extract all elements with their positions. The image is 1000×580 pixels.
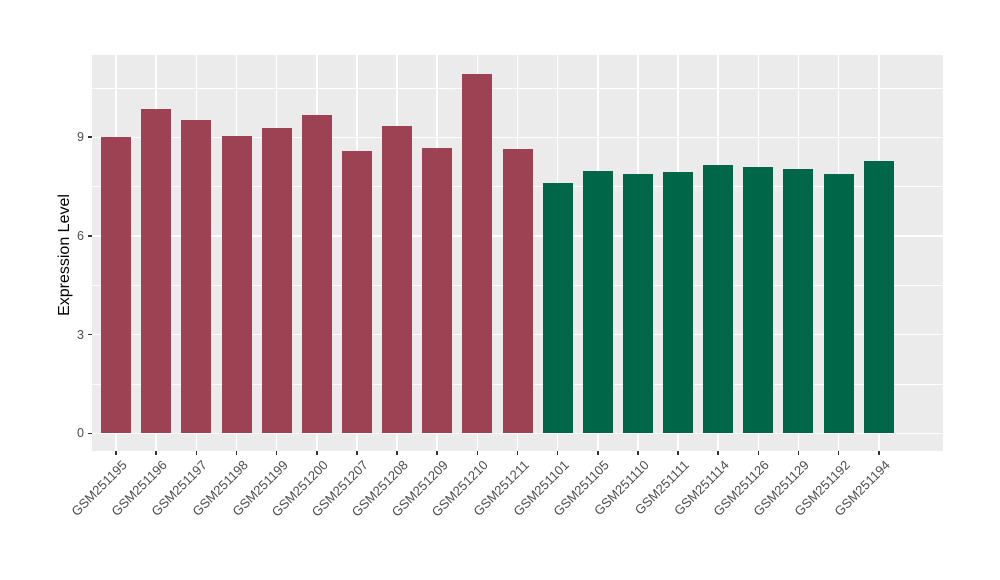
x-tick-mark [596, 451, 599, 455]
x-tick-mark [436, 451, 438, 455]
y-tick-mark [88, 235, 92, 237]
bar-GSM251114 [703, 164, 734, 434]
bar-GSM251200 [301, 114, 332, 434]
x-tick-mark [115, 451, 117, 455]
x-tick-mark [235, 451, 238, 455]
y-tick-label: 9 [77, 130, 84, 145]
y-tick-label: 0 [77, 426, 84, 441]
bar-GSM251111 [663, 171, 694, 434]
x-tick-mark [155, 451, 158, 455]
x-tick-mark [556, 451, 559, 455]
bar-GSM251210 [462, 74, 493, 434]
bar-GSM251195 [101, 137, 132, 434]
bar-GSM251197 [181, 120, 212, 434]
x-tick-mark [516, 451, 519, 455]
x-tick-mark [677, 451, 679, 455]
bar-GSM251207 [341, 151, 372, 434]
x-tick-mark [356, 451, 358, 455]
x-tick-mark [315, 451, 318, 455]
bar-GSM251129 [783, 168, 814, 434]
bar-GSM251196 [141, 109, 172, 434]
x-tick-mark [877, 451, 880, 455]
bar-GSM251105 [582, 171, 613, 434]
x-tick-mark [476, 451, 479, 455]
bar-GSM251211 [502, 149, 533, 434]
bar-GSM251209 [422, 148, 453, 434]
x-tick-mark [275, 451, 278, 455]
x-tick-mark [195, 451, 198, 455]
x-tick-mark [837, 451, 840, 455]
y-tick-mark [88, 333, 92, 336]
bar-GSM251208 [382, 125, 413, 434]
y-tick-label: 3 [77, 327, 84, 342]
x-tick-mark [797, 451, 800, 455]
x-tick-mark [637, 451, 639, 455]
bar-GSM251199 [261, 128, 292, 434]
x-tick-mark [757, 451, 760, 455]
plot-panel [92, 55, 943, 451]
y-tick-label: 6 [77, 228, 84, 243]
bar-GSM251126 [743, 166, 774, 434]
x-tick-mark [396, 451, 398, 455]
bar-GSM251198 [221, 135, 252, 434]
bar-GSM251110 [622, 173, 653, 434]
y-tick-mark [88, 136, 92, 139]
bar-GSM251101 [542, 183, 573, 434]
y-tick-mark [88, 432, 92, 435]
x-tick-mark [717, 451, 719, 455]
bar-GSM251194 [863, 160, 894, 434]
bar-GSM251192 [823, 174, 854, 434]
